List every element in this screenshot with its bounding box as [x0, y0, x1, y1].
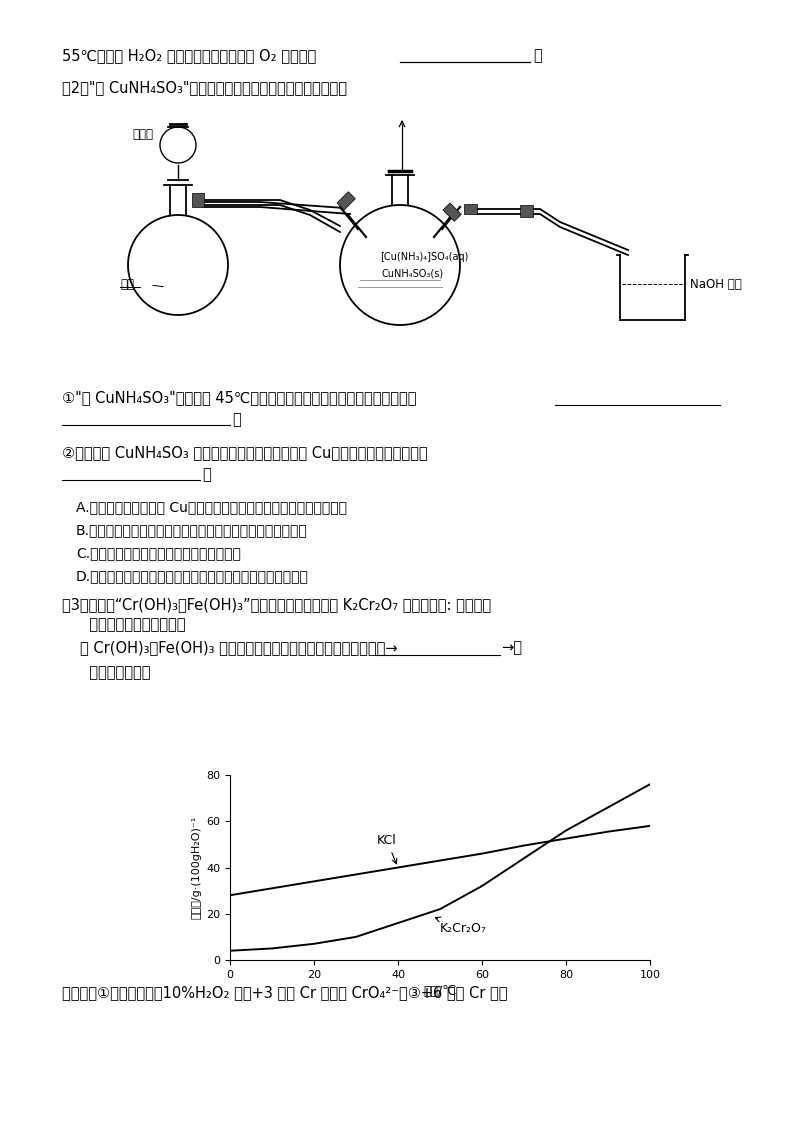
Text: K₂Cr₂O₇: K₂Cr₂O₇	[435, 917, 487, 935]
Text: A.上述固体加燭能产生 Cu，可能是因为分解反应产生大量还原性气体: A.上述固体加燭能产生 Cu，可能是因为分解反应产生大量还原性气体	[76, 500, 347, 514]
Text: 铜片: 铜片	[120, 279, 134, 292]
Bar	[192, 193, 204, 207]
Text: [Cu(NH₃)₄]SO₄(aq): [Cu(NH₃)₄]SO₄(aq)	[380, 252, 468, 262]
Text: 。: 。	[202, 467, 210, 482]
Bar	[520, 206, 533, 217]
Text: （已知：①碱性条件下，10%H₂O₂ 可将+3 价的 Cr 氧化为 CrO₄²⁻；③+6 价的 Cr 在溶: （已知：①碱性条件下，10%H₂O₂ 可将+3 价的 Cr 氧化为 CrO₄²⁻…	[62, 985, 507, 999]
Text: 将 Cr(OH)₃、Fe(OH)₃ 的混合物加入烧杯中，加适量的水调成浆状→: 将 Cr(OH)₃、Fe(OH)₃ 的混合物加入烧杯中，加适量的水调成浆状→	[80, 640, 398, 655]
Bar	[443, 203, 461, 221]
Text: 。: 。	[533, 48, 542, 63]
Text: D.判断固体是否完全分解，可以重复灸烧、冷却、称量至恒重: D.判断固体是否完全分解，可以重复灸烧、冷却、称量至恒重	[76, 569, 309, 583]
Text: NaOH 溶液: NaOH 溶液	[690, 277, 742, 291]
Text: 55℃。在有 H₂O₂ 的前提下，同时还通入 O₂ 的目的是: 55℃。在有 H₂O₂ 的前提下，同时还通入 O₂ 的目的是	[62, 48, 316, 63]
Text: 确操作并按序列出字母：: 确操作并按序列出字母：	[80, 617, 186, 632]
Text: KCl: KCl	[377, 834, 397, 864]
Text: ②分离出的 CuNH₄SO₃ 在空气中灼烧，可以分解产生 Cu。下列相关说法正确的是: ②分离出的 CuNH₄SO₃ 在空气中灼烧，可以分解产生 Cu。下列相关说法正确…	[62, 445, 428, 460]
Text: C.灸烧固体过程中，需要用玻璃棒不断搅拌: C.灸烧固体过程中，需要用玻璃棒不断搅拌	[76, 546, 241, 560]
Text: 。: 。	[232, 412, 241, 427]
Text: （2）"沉 CuNH₄SO₃"时可用如下装置（夹持、加热仪器略）：: （2）"沉 CuNH₄SO₃"时可用如下装置（夹持、加热仪器略）：	[62, 80, 347, 95]
Text: →冰: →冰	[501, 640, 522, 655]
Text: B.将盛有固体的坤埚放在三脚架的石棉网上，再用酒精灯加燭: B.将盛有固体的坤埚放在三脚架的石棉网上，再用酒精灯加燭	[76, 523, 308, 537]
Text: ①"沉 CuNH₄SO₃"时，需用 45℃水浴加热，三颈烧瓶中反应的离子方程式为: ①"沉 CuNH₄SO₃"时，需用 45℃水浴加热，三颈烧瓶中反应的离子方程式为	[62, 390, 417, 405]
Text: （3）设计以“Cr(OH)₃、Fe(OH)₃”的混合物为原料，制取 K₂Cr₂O₇ 的实验方案: 选出其正: （3）设计以“Cr(OH)₃、Fe(OH)₃”的混合物为原料，制取 K₂Cr₂O…	[62, 597, 491, 612]
Text: 水洗涂及干燥。: 水洗涂及干燥。	[80, 665, 151, 681]
Bar	[337, 192, 356, 210]
X-axis label: 温度/℃: 温度/℃	[423, 985, 457, 998]
Y-axis label: 溢解度/g·(100gH₂O)⁻¹: 溢解度/g·(100gH₂O)⁻¹	[192, 816, 202, 919]
Text: CuNH₄SO₃(s): CuNH₄SO₃(s)	[382, 268, 444, 279]
Bar	[464, 204, 477, 214]
Text: 浓硫酸: 浓硫酸	[132, 128, 153, 141]
